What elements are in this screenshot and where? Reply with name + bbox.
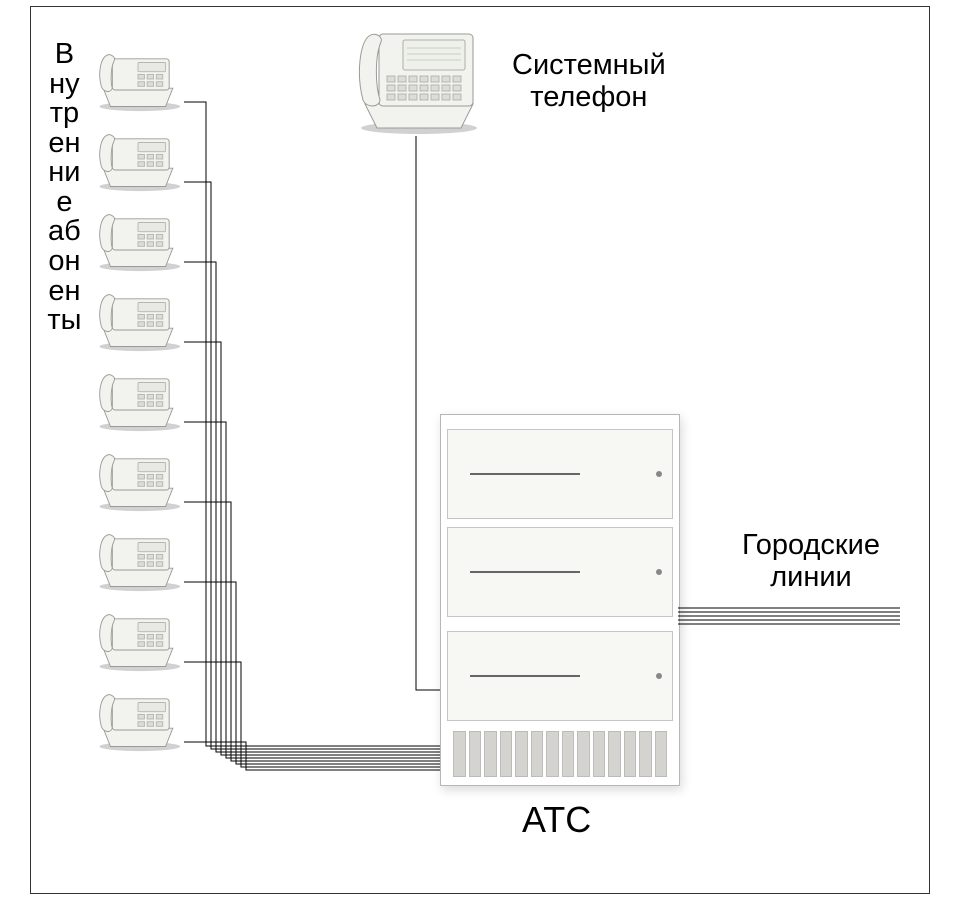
label-system-phone-line1: Системный bbox=[512, 50, 666, 82]
pbx-module-3 bbox=[447, 631, 673, 721]
extension-phone bbox=[92, 126, 184, 192]
pbx-module-1 bbox=[447, 429, 673, 519]
label-pbx: АТС bbox=[522, 800, 591, 840]
extension-phone bbox=[92, 206, 184, 272]
extension-phone bbox=[92, 46, 184, 112]
extension-phone bbox=[92, 446, 184, 512]
extension-phone bbox=[92, 686, 184, 752]
extension-phone bbox=[92, 526, 184, 592]
label-system-phone: Системный телефон bbox=[512, 50, 666, 114]
label-city-lines-line2: линии bbox=[742, 562, 880, 594]
pbx-module-2 bbox=[447, 527, 673, 617]
label-internal-subscribers: Внутренние абоненты bbox=[47, 40, 82, 336]
extension-phone bbox=[92, 366, 184, 432]
label-city-lines: Городские линии bbox=[742, 530, 880, 594]
pbx-unit bbox=[440, 414, 680, 786]
extension-phone bbox=[92, 286, 184, 352]
label-city-lines-line1: Городские bbox=[742, 530, 880, 562]
pbx-vent bbox=[453, 731, 667, 775]
label-system-phone-line2: телефон bbox=[512, 82, 666, 114]
extension-phone bbox=[92, 606, 184, 672]
system-phone bbox=[350, 26, 482, 136]
